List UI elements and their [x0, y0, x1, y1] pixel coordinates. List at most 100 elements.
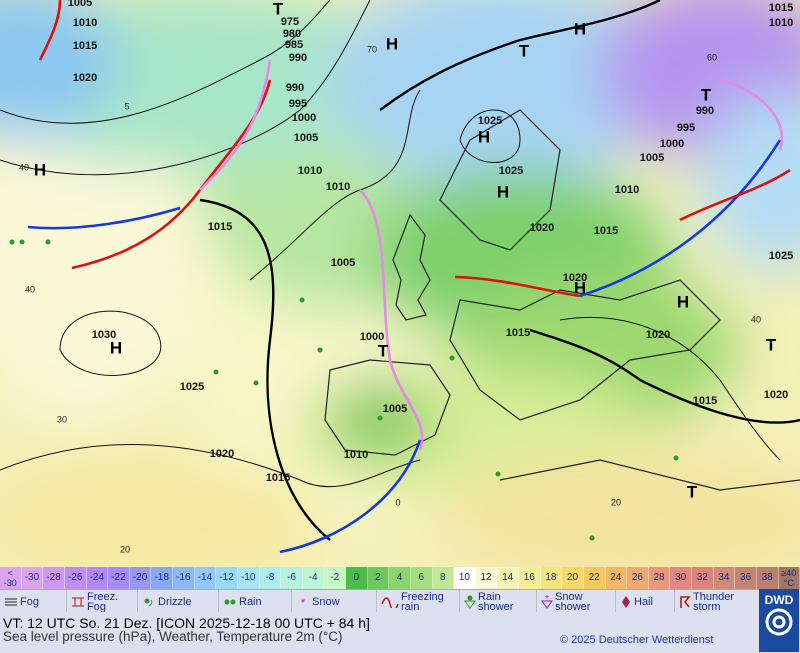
legend-label: Hail	[634, 595, 653, 608]
legend-label: Snow	[312, 595, 340, 608]
svg-text:*: *	[301, 597, 306, 608]
legend-item: * Snow shower	[537, 590, 616, 613]
isobar-label: 995	[289, 98, 307, 110]
scale-label: -8	[265, 572, 275, 583]
pressure-center: T	[701, 85, 712, 104]
scale-label: 14	[502, 572, 514, 583]
isobar-label: 1015	[73, 40, 97, 52]
weather-symbols	[9, 239, 679, 541]
scale-cell: 16	[519, 567, 541, 589]
scale-label: 24	[610, 572, 622, 583]
scale-label: 18	[545, 572, 557, 583]
legend-label: Snow shower	[555, 590, 591, 613]
scale-cell: -26	[64, 567, 87, 589]
scale-label: 16	[523, 572, 535, 583]
isobar-label: 980	[283, 28, 301, 40]
scale-label: 12	[480, 572, 492, 583]
isobar-label: 1020	[646, 329, 670, 341]
isobar-label: 1005	[383, 403, 407, 415]
pressure-center: H	[574, 278, 586, 297]
valid-time: VT: 12 UTC So. 21 Dez. [ICON 2025-12-18 …	[3, 615, 370, 631]
scale-label: -4	[308, 572, 318, 583]
legend-item: Rain	[219, 590, 292, 613]
isotherm-label: 40	[751, 314, 761, 324]
pressure-center: T	[519, 41, 530, 60]
scale-label: -16	[176, 572, 191, 583]
pressure-center: T	[766, 335, 777, 354]
scale-label: -30	[24, 572, 40, 583]
scale-label: -14	[197, 572, 213, 583]
legend-item: Hail	[616, 590, 675, 613]
scale-cell: -10	[237, 567, 260, 589]
scale-label: -24	[89, 572, 105, 583]
isobar-label: 1020	[530, 222, 554, 234]
scale-cell: 14	[497, 567, 519, 589]
pressure-center: H	[110, 338, 122, 357]
scale-cell: 26	[627, 567, 649, 589]
scale-label: 32	[696, 572, 708, 583]
isobar-label: 975	[281, 16, 299, 28]
scale-cell: 6	[410, 567, 433, 589]
legend-item: Thunder storm	[675, 590, 755, 613]
scale-cell: 36	[735, 567, 757, 589]
isotherm-label: 20	[120, 544, 130, 554]
temperature-field	[0, 0, 800, 567]
isobar-label: 1020	[764, 389, 788, 401]
isotherm-label: 30	[57, 414, 67, 424]
legend-item: * Snow	[292, 590, 377, 613]
isotherm-label: 70	[367, 44, 377, 54]
isobar-label: 1000	[360, 331, 384, 343]
scale-cell: ≥40 °C	[778, 567, 800, 589]
scale-label: 4	[396, 572, 403, 583]
isobar-label: 1020	[73, 72, 97, 84]
scale-label: -18	[154, 572, 169, 583]
isobar-label: 1020	[563, 272, 587, 284]
scale-cell: < -30	[0, 567, 22, 589]
scale-cell: -6	[281, 567, 303, 589]
scale-label: -26	[67, 572, 83, 583]
legend-label: Rain	[239, 595, 262, 608]
legend-item: Freezing rain	[377, 590, 460, 613]
isotherm-label: 40	[19, 162, 29, 172]
scale-label: 10	[458, 572, 470, 583]
isobar-label: 1015	[208, 221, 232, 233]
scale-cell: 34	[713, 567, 736, 589]
legend-item: Fog	[0, 590, 67, 613]
scale-label: -20	[132, 572, 148, 583]
legend-label: Thunder storm	[693, 590, 734, 613]
scale-cell: -24	[86, 567, 109, 589]
isobar-label: 985	[285, 39, 303, 51]
scale-cell: 30	[670, 567, 692, 589]
troughs	[199, 0, 800, 541]
scale-cell: -18	[151, 567, 173, 589]
scale-label: <	[7, 568, 13, 578]
isobar-label: 1025	[180, 381, 204, 393]
scale-cell: -22	[108, 567, 130, 589]
scale-cell: 28	[648, 567, 671, 589]
isobar-label: 1005	[331, 257, 355, 269]
dwd-logo: DWD	[759, 589, 799, 652]
pressure-center: H	[34, 160, 46, 179]
isobar-label: 1020	[210, 448, 234, 460]
scale-cell: 24	[605, 567, 628, 589]
scale-cell: 0	[346, 567, 368, 589]
scale-cell: -8	[259, 567, 282, 589]
isobar-label: 1025	[478, 115, 502, 127]
scale-cell: 10	[454, 567, 476, 589]
scale-cell: -4	[302, 567, 325, 589]
isotherm-label: 60	[707, 52, 717, 62]
scale-cell: -20	[129, 567, 152, 589]
scale-label: -10	[240, 572, 256, 583]
scale-cell: -14	[194, 567, 217, 589]
scale-cell: 2	[367, 567, 390, 589]
scale-label: 36	[740, 572, 752, 583]
scale-label: 38	[761, 572, 773, 583]
isobar-label: 1010	[769, 17, 793, 29]
scale-label: -12	[219, 572, 234, 583]
fronts	[27, 0, 791, 554]
isobar-label: 990	[696, 105, 714, 117]
isobar-label: 990	[286, 82, 304, 94]
scale-label: 22	[588, 572, 600, 583]
